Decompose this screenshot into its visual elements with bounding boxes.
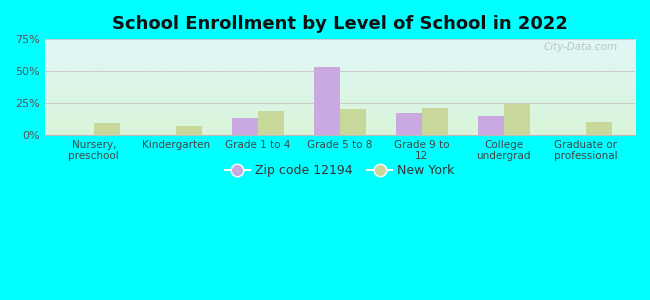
Bar — [396, 113, 422, 135]
Bar — [231, 118, 258, 135]
Bar — [176, 126, 202, 135]
Bar — [313, 67, 340, 135]
Legend: Zip code 12194, New York: Zip code 12194, New York — [220, 160, 460, 182]
Bar — [258, 110, 284, 135]
Bar — [340, 109, 366, 135]
Bar — [504, 104, 530, 135]
Bar — [94, 123, 120, 135]
Text: City-Data.com: City-Data.com — [543, 42, 618, 52]
Title: School Enrollment by Level of School in 2022: School Enrollment by Level of School in … — [112, 15, 567, 33]
Bar — [478, 116, 504, 135]
Bar — [422, 108, 448, 135]
Bar — [586, 122, 612, 135]
